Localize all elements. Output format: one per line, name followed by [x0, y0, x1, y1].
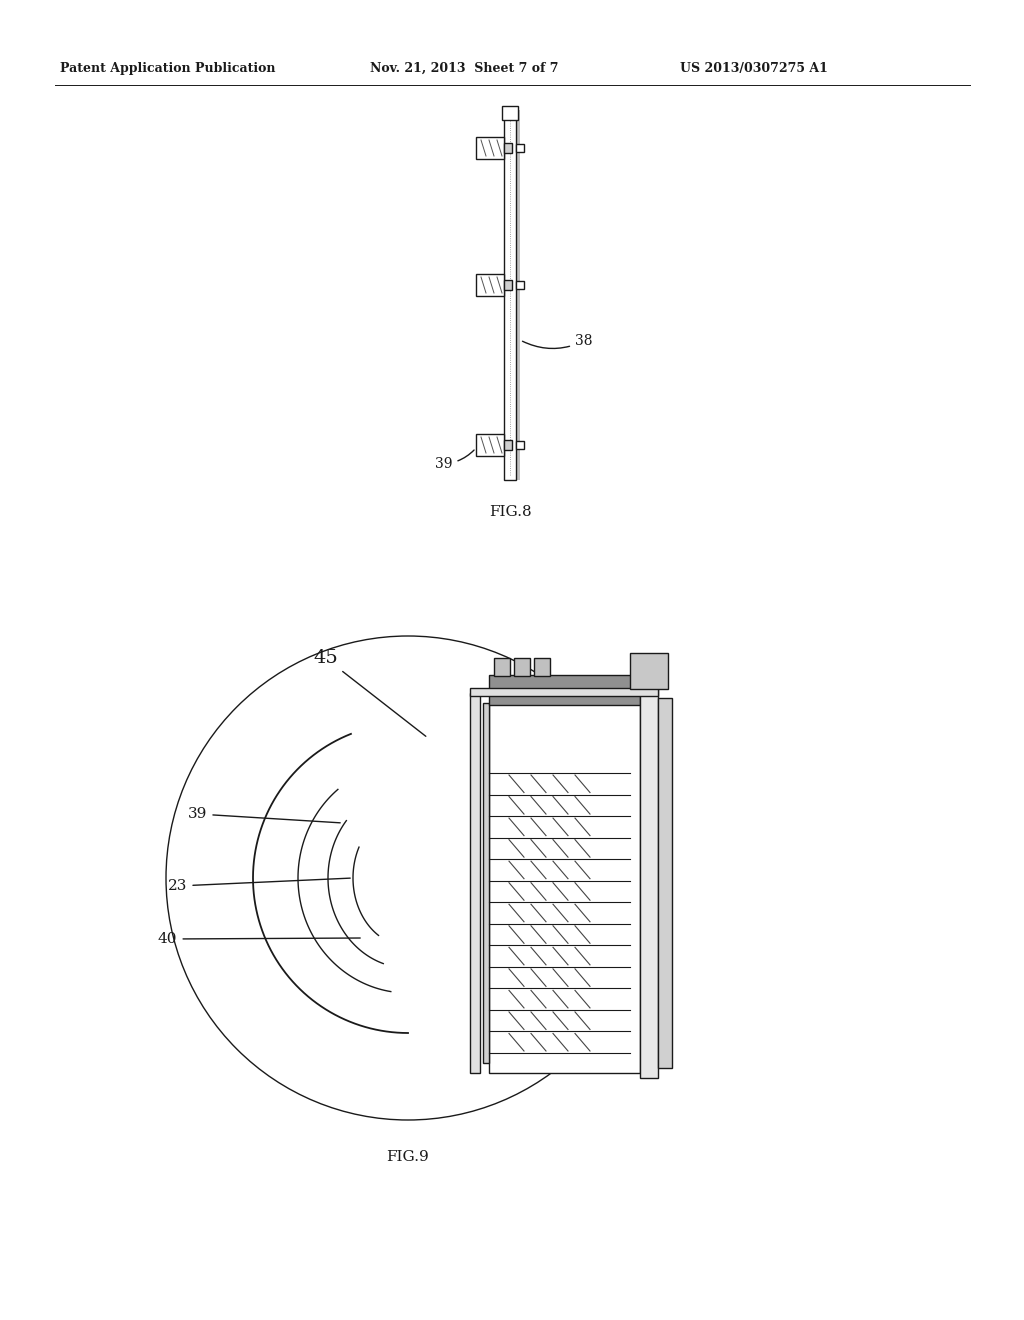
Bar	[534, 657, 550, 676]
Bar	[504, 143, 512, 153]
Text: 40: 40	[158, 932, 360, 946]
Text: FIG.9: FIG.9	[387, 1150, 429, 1164]
Bar	[489, 704, 640, 1073]
Text: US 2013/0307275 A1: US 2013/0307275 A1	[680, 62, 827, 75]
Text: 39: 39	[435, 450, 474, 471]
Bar	[470, 693, 480, 1073]
Bar	[640, 688, 658, 1078]
Bar	[483, 704, 489, 1063]
Bar	[476, 275, 504, 296]
Bar	[476, 434, 504, 455]
Bar	[516, 281, 524, 289]
Bar	[504, 440, 512, 450]
Bar	[514, 657, 530, 676]
Bar	[476, 137, 504, 158]
Text: Patent Application Publication: Patent Application Publication	[60, 62, 275, 75]
Bar	[658, 698, 672, 1068]
Text: 23: 23	[168, 878, 350, 894]
Bar	[516, 110, 520, 480]
Text: Nov. 21, 2013  Sheet 7 of 7: Nov. 21, 2013 Sheet 7 of 7	[370, 62, 558, 75]
Text: 38: 38	[522, 334, 593, 348]
Text: FIG.8: FIG.8	[488, 506, 531, 519]
Bar	[516, 441, 524, 449]
Bar	[630, 653, 668, 689]
Bar	[470, 688, 658, 696]
Text: 39: 39	[188, 807, 340, 822]
Bar	[502, 106, 518, 120]
Circle shape	[166, 636, 650, 1119]
Bar	[504, 108, 516, 480]
Bar	[504, 280, 512, 290]
Bar	[494, 657, 510, 676]
Bar	[489, 675, 640, 705]
Bar	[516, 144, 524, 152]
Text: 45: 45	[313, 649, 426, 737]
